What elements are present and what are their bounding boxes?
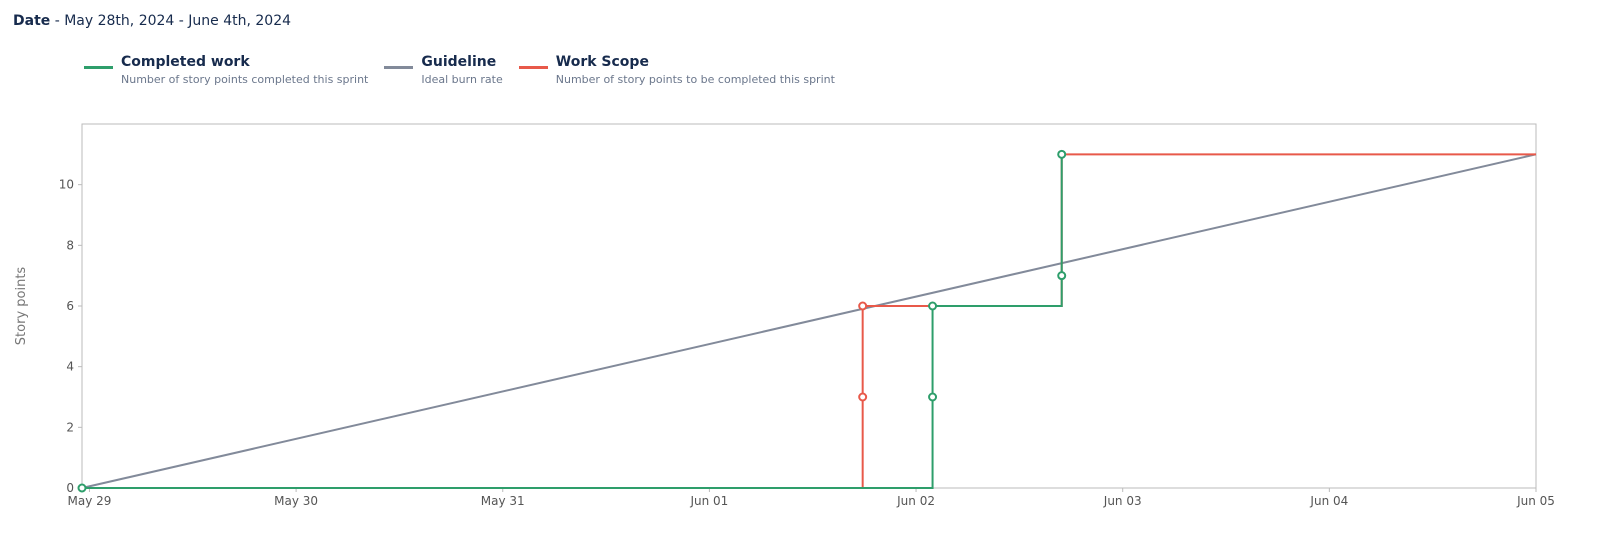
legend-desc: Number of story points to be completed t… [555,73,835,86]
y-tick-label: 8 [66,238,74,252]
y-tick-label: 4 [66,360,74,374]
data-point [77,483,87,493]
date-value: - May 28th, 2024 - June 4th, 2024 [50,13,292,29]
legend-item-work-scope[interactable]: Work Scope Number of story points to be … [518,54,835,86]
legend-swatch [384,66,414,69]
data-point [1057,271,1067,281]
date-range: Date - May 28th, 2024 - June 4th, 2024 [13,13,291,29]
x-tick-label: Jun 04 [1309,494,1348,508]
legend: Completed work Number of story points co… [84,54,835,86]
y-tick-label: 2 [66,420,74,434]
y-tick-label: 0 [66,481,74,495]
y-tick-label: 10 [59,178,74,192]
x-tick-label: May 31 [481,494,525,508]
x-tick-label: May 30 [274,494,318,508]
x-tick-label: Jun 05 [1516,494,1555,508]
legend-title: Completed work [121,54,250,70]
legend-desc: Number of story points completed this sp… [121,73,369,86]
data-point [928,301,938,311]
series-line-completed-work [82,154,1063,489]
legend-item-guideline[interactable]: Guideline Ideal burn rate [384,54,503,86]
legend-swatch [518,66,548,69]
legend-item-completed[interactable]: Completed work Number of story points co… [84,54,368,86]
legend-title: Guideline [421,54,497,70]
legend-swatch [84,66,113,69]
x-tick-label: May 29 [68,494,112,508]
legend-desc: Ideal burn rate [421,73,503,86]
date-label: Date [13,13,51,29]
data-point [858,301,868,311]
series-line-guideline [81,153,1537,489]
data-point [1057,149,1067,159]
x-tick-label: Jun 01 [689,494,728,508]
legend-title: Work Scope [555,54,649,70]
data-point [928,392,938,402]
x-tick-label: Jun 03 [1103,494,1142,508]
data-point [858,392,868,402]
y-axis-label: Story points [14,267,29,346]
x-tick-label: Jun 02 [896,494,935,508]
plot-frame [81,123,1537,489]
y-tick-label: 6 [66,299,74,313]
